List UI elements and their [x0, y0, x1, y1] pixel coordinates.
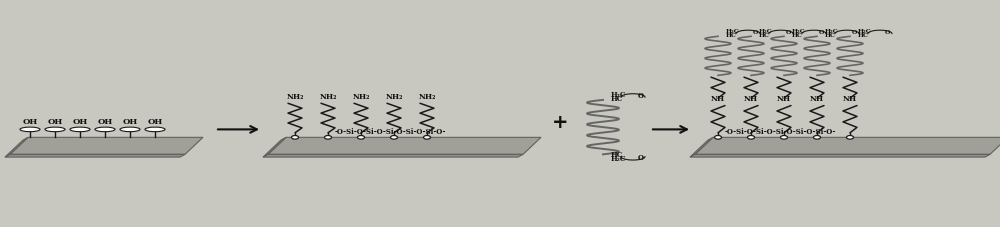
Text: NH: NH: [843, 95, 857, 103]
Polygon shape: [5, 137, 28, 157]
Polygon shape: [263, 154, 523, 157]
Text: NH₂: NH₂: [418, 93, 436, 101]
Text: NH: NH: [711, 95, 725, 103]
Text: NH₂: NH₂: [319, 93, 337, 101]
Text: H₂C: H₂C: [611, 155, 626, 163]
Ellipse shape: [748, 136, 755, 139]
Text: HC: HC: [759, 33, 770, 38]
Text: HC: HC: [611, 95, 623, 104]
Text: H₂C: H₂C: [611, 91, 626, 99]
Text: HC: HC: [825, 33, 836, 38]
Polygon shape: [263, 137, 286, 157]
Text: OH: OH: [122, 118, 138, 126]
Ellipse shape: [846, 136, 854, 139]
Circle shape: [70, 127, 90, 132]
Text: NH₂: NH₂: [385, 93, 403, 101]
Text: OH: OH: [97, 118, 113, 126]
Text: HC: HC: [611, 151, 623, 159]
Text: OH: OH: [72, 118, 88, 126]
Polygon shape: [690, 137, 713, 157]
Ellipse shape: [390, 136, 398, 139]
Text: O: O: [852, 30, 857, 35]
Polygon shape: [10, 137, 203, 154]
Text: H₂C: H₂C: [825, 29, 839, 34]
Polygon shape: [268, 137, 541, 154]
Polygon shape: [690, 154, 990, 157]
Text: OH: OH: [47, 118, 63, 126]
Text: OH: OH: [147, 118, 163, 126]
Text: -O-Si-O-Si-O-Si-O-Si-O-Si-O-: -O-Si-O-Si-O-Si-O-Si-O-Si-O-: [724, 128, 836, 136]
Text: O: O: [819, 30, 824, 35]
Text: H₂C: H₂C: [726, 29, 740, 34]
Text: H₂C: H₂C: [792, 29, 806, 34]
Text: HC: HC: [858, 33, 869, 38]
Ellipse shape: [324, 136, 332, 139]
Text: O: O: [786, 30, 791, 35]
Text: H₂C: H₂C: [858, 29, 872, 34]
Text: NH₂: NH₂: [286, 93, 304, 101]
Text: HC: HC: [726, 33, 737, 38]
Circle shape: [45, 127, 65, 132]
Ellipse shape: [358, 136, 364, 139]
Circle shape: [145, 127, 165, 132]
Text: HC: HC: [792, 33, 803, 38]
Circle shape: [95, 127, 115, 132]
Ellipse shape: [714, 136, 722, 139]
Circle shape: [120, 127, 140, 132]
Text: -O-Si-O-Si-O-Si-O-Si-O-Si-O-: -O-Si-O-Si-O-Si-O-Si-O-Si-O-: [334, 128, 446, 136]
Ellipse shape: [424, 136, 430, 139]
Ellipse shape: [292, 136, 298, 139]
Text: NH: NH: [810, 95, 824, 103]
Circle shape: [20, 127, 40, 132]
Ellipse shape: [780, 136, 788, 139]
Text: O: O: [753, 30, 758, 35]
Text: O: O: [638, 92, 644, 100]
Text: +: +: [552, 113, 568, 132]
Text: OH: OH: [22, 118, 38, 126]
Polygon shape: [5, 154, 185, 157]
Text: O: O: [885, 30, 890, 35]
Text: NH: NH: [744, 95, 758, 103]
Text: NH: NH: [777, 95, 791, 103]
Text: H₂C: H₂C: [759, 29, 773, 34]
Text: NH₂: NH₂: [352, 93, 370, 101]
Ellipse shape: [814, 136, 820, 139]
Polygon shape: [695, 137, 1000, 154]
Text: O: O: [638, 154, 644, 162]
